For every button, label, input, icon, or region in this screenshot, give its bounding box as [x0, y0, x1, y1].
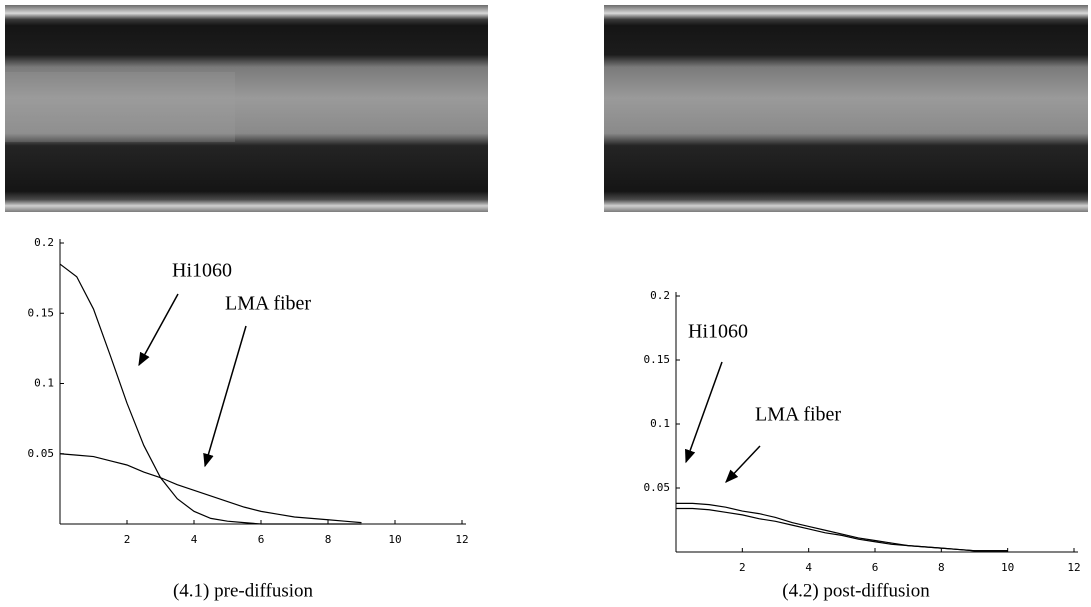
y-tick-label: 0.1 [34, 377, 54, 390]
x-tick-label: 10 [388, 533, 401, 546]
x-tick-label: 8 [938, 561, 945, 574]
x-tick-label: 6 [872, 561, 879, 574]
annotation: LMA fiber [225, 293, 311, 315]
x-tick-label: 6 [258, 533, 265, 546]
y-tick-label: 0.1 [650, 417, 670, 430]
arrow [725, 445, 761, 483]
annotation: Hi1060 [172, 260, 232, 282]
arrows [138, 293, 761, 483]
x-tick-label: 2 [124, 533, 131, 546]
x-tick-label: 4 [805, 561, 812, 574]
x-tick-label: 12 [1067, 561, 1080, 574]
y-tick-label: 0.15 [28, 306, 55, 319]
fiber-image [604, 5, 1088, 212]
y-tick-label: 0.05 [28, 447, 55, 460]
line-series [59, 263, 362, 525]
arrow [138, 293, 179, 367]
arrow [685, 361, 723, 464]
y-tick-label: 0.05 [644, 481, 671, 494]
line-series [676, 507, 1008, 552]
fiber-image [5, 5, 488, 212]
arrow [203, 325, 247, 468]
line-series [676, 502, 1008, 552]
annotation: Hi1060 [688, 321, 748, 343]
x-tick-label: 12 [455, 533, 468, 546]
y-tick-label: 0.2 [34, 236, 54, 249]
caption: (4.1) pre-diffusion [173, 580, 314, 601]
fiber-core-region [5, 72, 235, 142]
line-series [59, 453, 362, 524]
y-tick-label: 0.2 [650, 289, 670, 302]
x-tick-label: 10 [1001, 561, 1014, 574]
caption: (4.2) post-diffusion [782, 580, 930, 601]
x-tick-label: 8 [325, 533, 332, 546]
annotation: LMA fiber [755, 404, 841, 426]
y-tick-label: 0.15 [644, 353, 671, 366]
x-tick-label: 4 [191, 533, 198, 546]
x-tick-label: 2 [739, 561, 746, 574]
